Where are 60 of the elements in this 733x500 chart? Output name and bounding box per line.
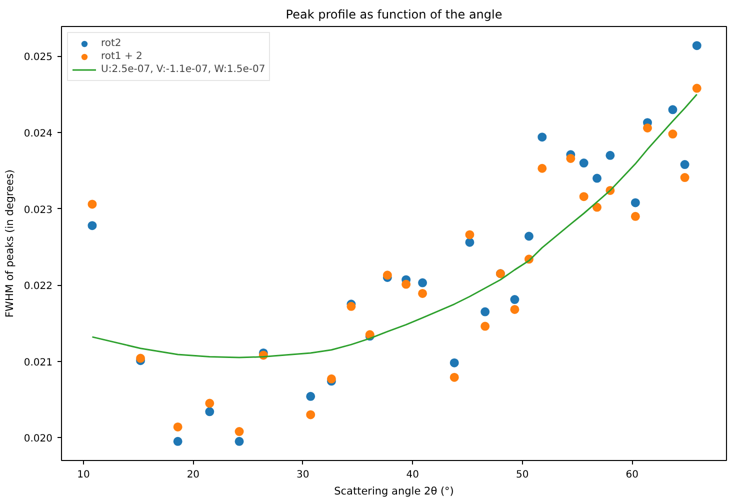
point [136,354,146,363]
point [306,410,316,420]
point [173,422,182,432]
point [510,295,520,304]
point [579,158,588,168]
point [480,307,490,316]
x-tick-label: 40 [406,470,420,480]
point [88,200,97,209]
point [465,230,474,240]
point [680,173,690,182]
point [538,132,547,142]
y-tick-label: 0.020 [24,434,53,445]
legend-label: U:2.5e-07, V:-1.1e-07, W:1.5e-07 [101,63,266,76]
x-tick-label: 60 [626,470,638,480]
point [592,202,602,212]
point [606,150,615,160]
y-tick-label: 0.021 [24,357,53,368]
x-tick-label: 10 [77,470,90,480]
point [524,232,534,241]
point [234,427,244,436]
y-tick-label: 0.025 [24,52,53,64]
y-axis-title: FWHM of peaks (in degrees) [4,169,16,318]
y-tick-label: 0.023 [24,204,53,216]
point [692,84,702,93]
point [326,374,336,384]
point [418,278,428,288]
line-series [91,94,698,358]
point [566,154,576,163]
point [592,174,602,183]
point [450,358,459,368]
y-tick-label: 0.022 [24,281,53,292]
point [402,280,411,289]
x-tick-label: 20 [186,470,200,480]
point [480,322,490,331]
point [680,160,690,170]
point [668,105,678,114]
point [538,164,547,173]
point [88,221,97,230]
x-tick-label: 50 [516,470,529,480]
point [630,212,640,221]
point [205,398,214,408]
point [642,123,652,132]
legend-label: rot2 [101,37,122,50]
point [450,372,459,382]
point [510,304,520,314]
x-tick-label: 30 [296,470,310,480]
x-axis-title: Scattering angle 2θ (°) [334,486,454,498]
point [234,436,244,446]
point [205,407,214,416]
point [418,288,428,298]
chart-title: Peak profile as function of the angle [286,8,502,22]
point [692,41,702,50]
point [306,392,316,401]
point [668,130,678,139]
point [579,192,588,202]
point [465,238,474,247]
legend-label: rot1 + 2 [101,50,142,63]
point [173,436,182,446]
y-tick-label: 0.024 [24,128,53,140]
point [630,198,640,208]
